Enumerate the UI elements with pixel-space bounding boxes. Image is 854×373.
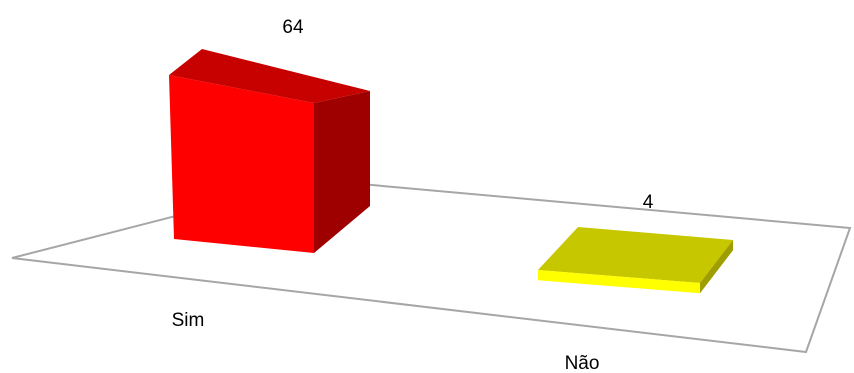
bar-sim-side [314, 91, 370, 253]
category-label-nao: Não [565, 353, 600, 373]
bar-sim-top [169, 49, 370, 103]
bar-sim-front [169, 75, 314, 253]
bar-no-front [538, 270, 700, 294]
bar-group [169, 49, 733, 294]
category-label-sim: Sim [172, 310, 205, 331]
chart-floor [11, 178, 852, 354]
bar-no-top [538, 227, 733, 283]
bar-no-side [700, 240, 733, 294]
data-label-nao: 4 [643, 192, 654, 213]
data-label-sim: 64 [282, 17, 304, 38]
